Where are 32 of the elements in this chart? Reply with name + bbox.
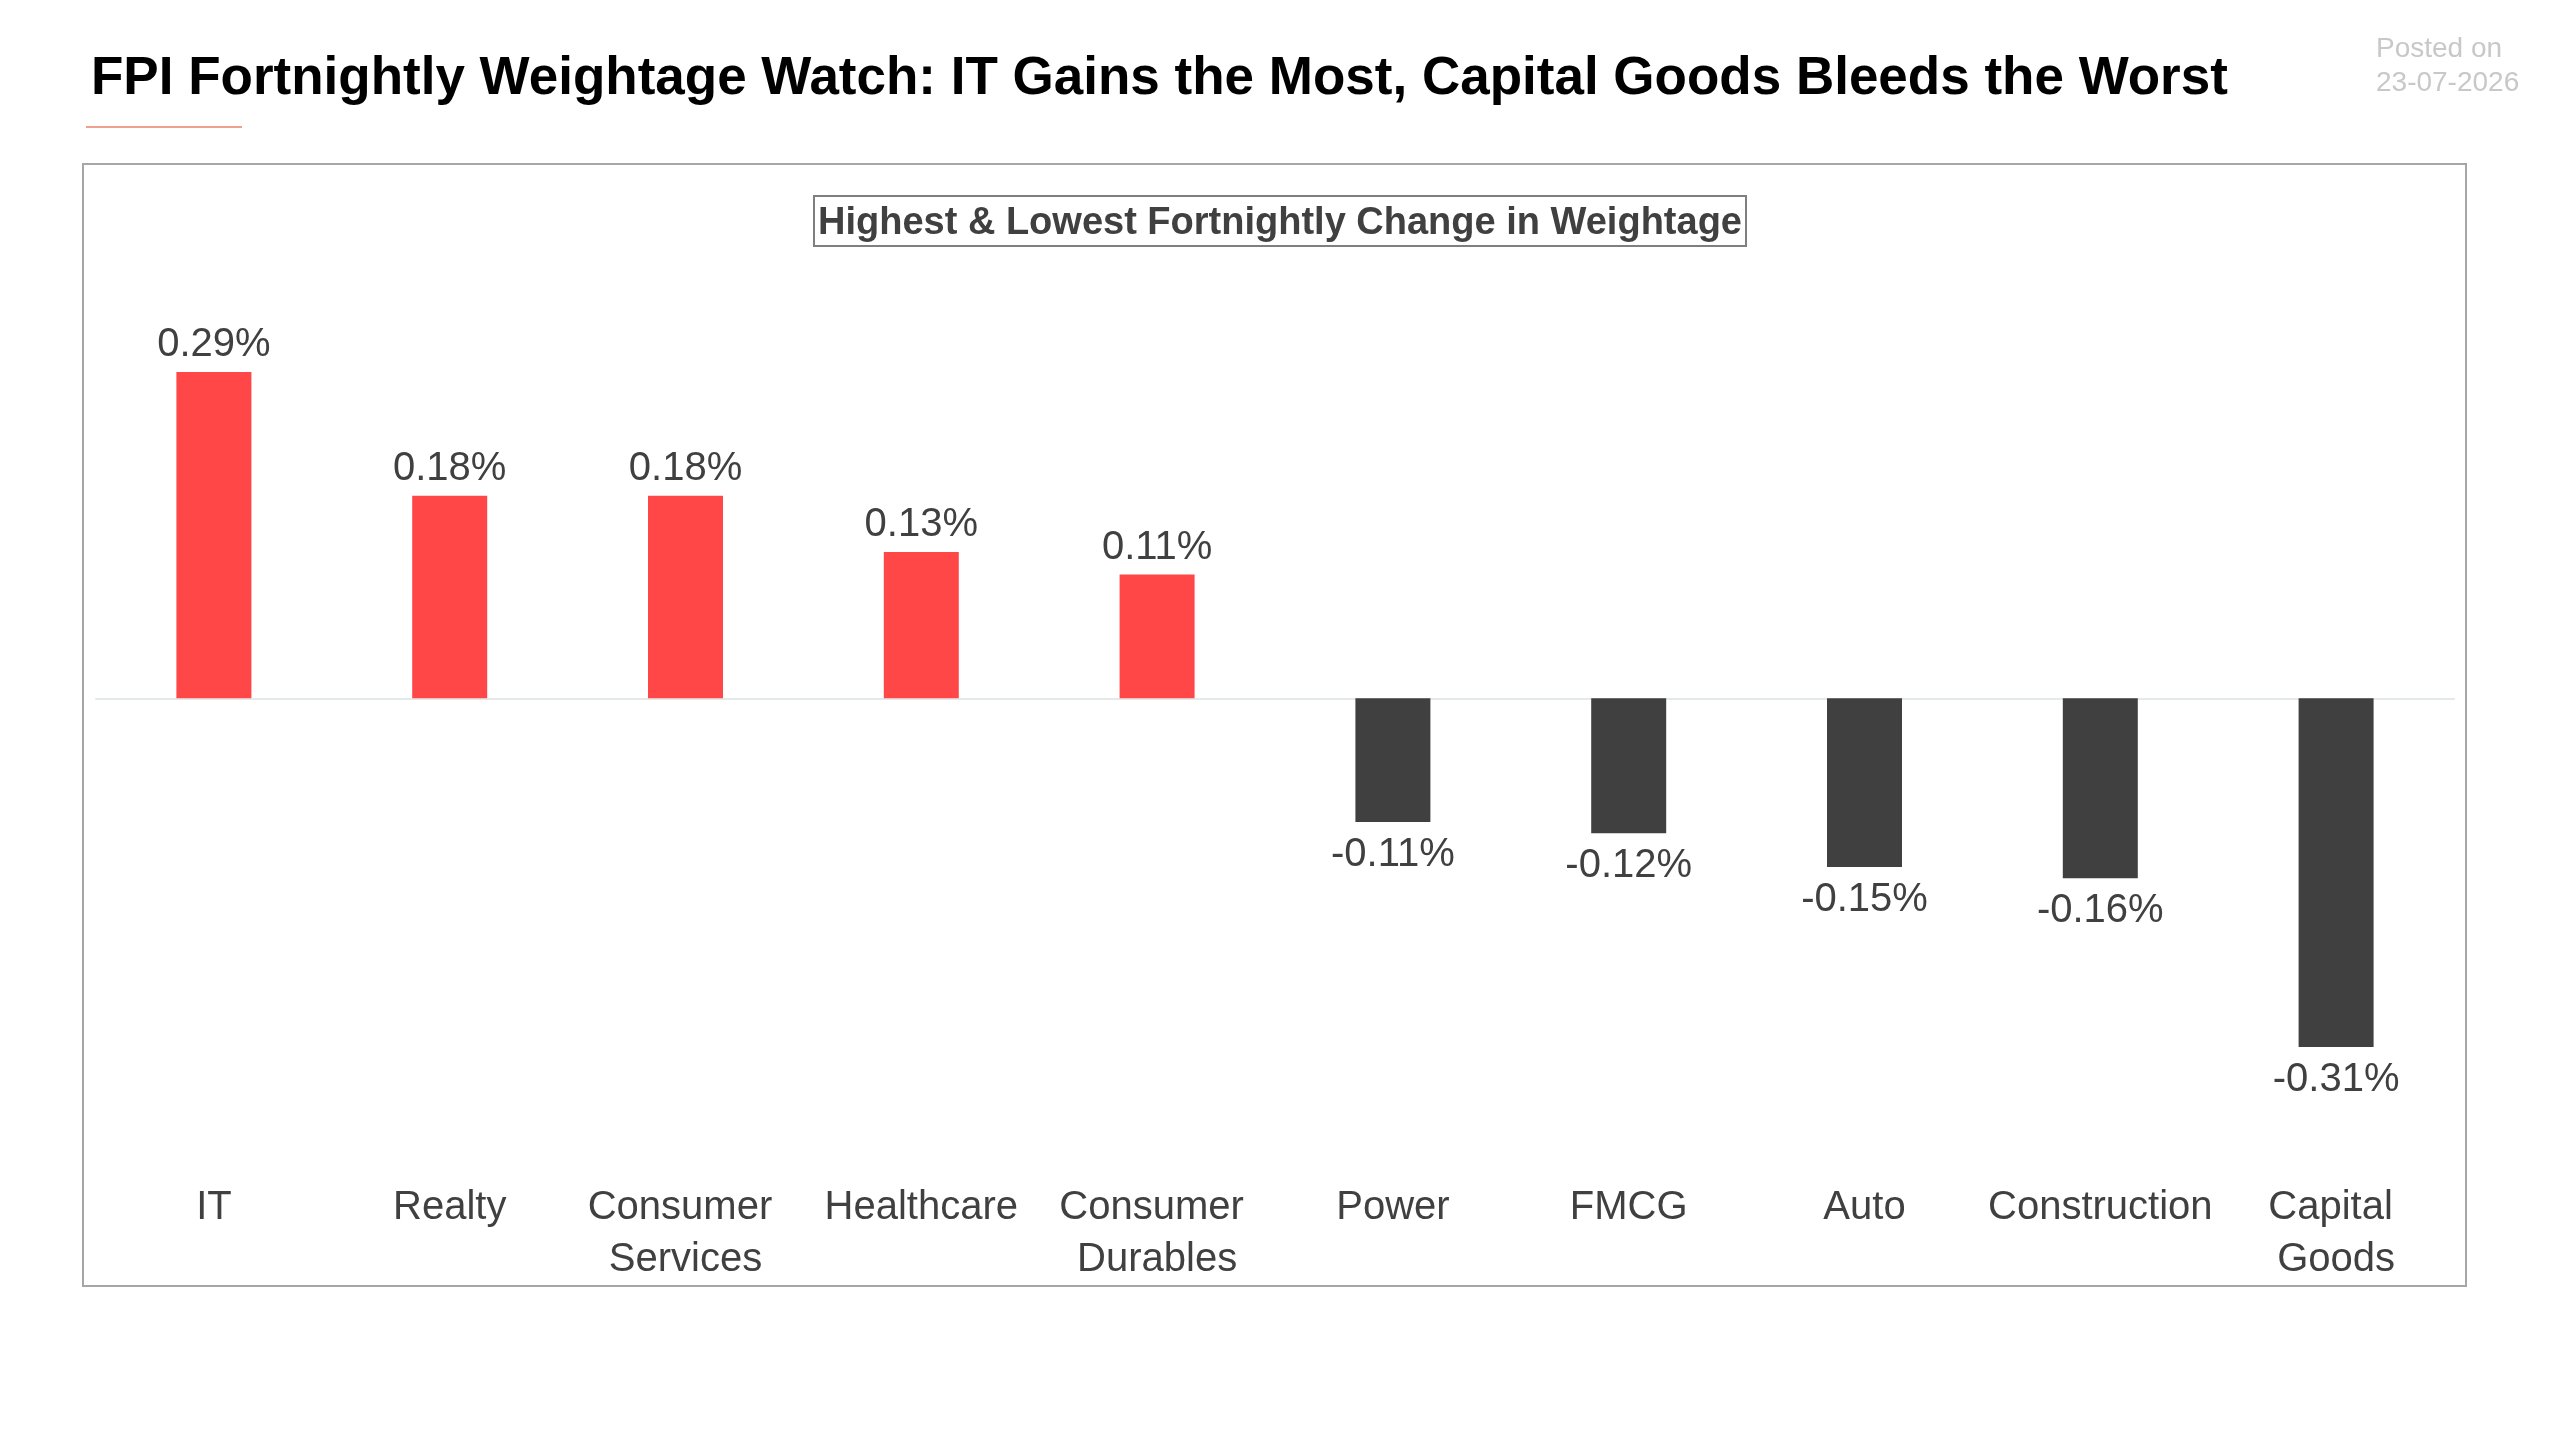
x-tick-label: Consumer Services: [587, 1183, 784, 1279]
x-tick-label: IT: [196, 1183, 232, 1227]
x-tick-label: Realty: [393, 1183, 507, 1227]
data-label: -0.12%: [1565, 841, 1693, 886]
bar: [648, 495, 723, 699]
bar: [883, 552, 959, 699]
data-label: 0.29%: [157, 320, 271, 364]
bar: [412, 495, 488, 699]
bar: [2062, 698, 2138, 879]
data-label: -0.11%: [1331, 830, 1455, 874]
bar: [1591, 698, 1667, 834]
bar: [1119, 574, 1195, 699]
data-label: 0.11%: [1101, 522, 1213, 567]
chart-subtitle: Highest & Lowest Fortnightly Change in Weightage: [818, 200, 1742, 242]
data-label: -0.31%: [2272, 1055, 2400, 1099]
x-tick-label: Construction: [1988, 1183, 2213, 1227]
data-label: -0.16%: [2036, 886, 2164, 931]
bar: [1827, 698, 1902, 867]
data-label: 0.18%: [628, 443, 743, 488]
bar: [1355, 698, 1431, 822]
x-tick-label: Auto: [1823, 1183, 1906, 1227]
bar: [176, 372, 252, 699]
x-tick-label: Power: [1336, 1183, 1450, 1227]
x-tick-label: Capital Goods: [2268, 1183, 2404, 1279]
bar: [2298, 698, 2374, 1047]
x-tick-label: FMCG: [1569, 1183, 1688, 1227]
data-label: -0.15%: [1801, 875, 1928, 919]
x-tick-label: Healthcare: [824, 1183, 1019, 1227]
chart-title: FPI Fortnightly Weightage Watch: IT Gains the Most, Capital Goods Bleeds the Worst: [91, 46, 2228, 105]
data-label: 0.18%: [392, 443, 507, 488]
data-label: 0.13%: [864, 500, 979, 544]
x-tick-label: Consumer Durables: [1059, 1183, 1255, 1279]
